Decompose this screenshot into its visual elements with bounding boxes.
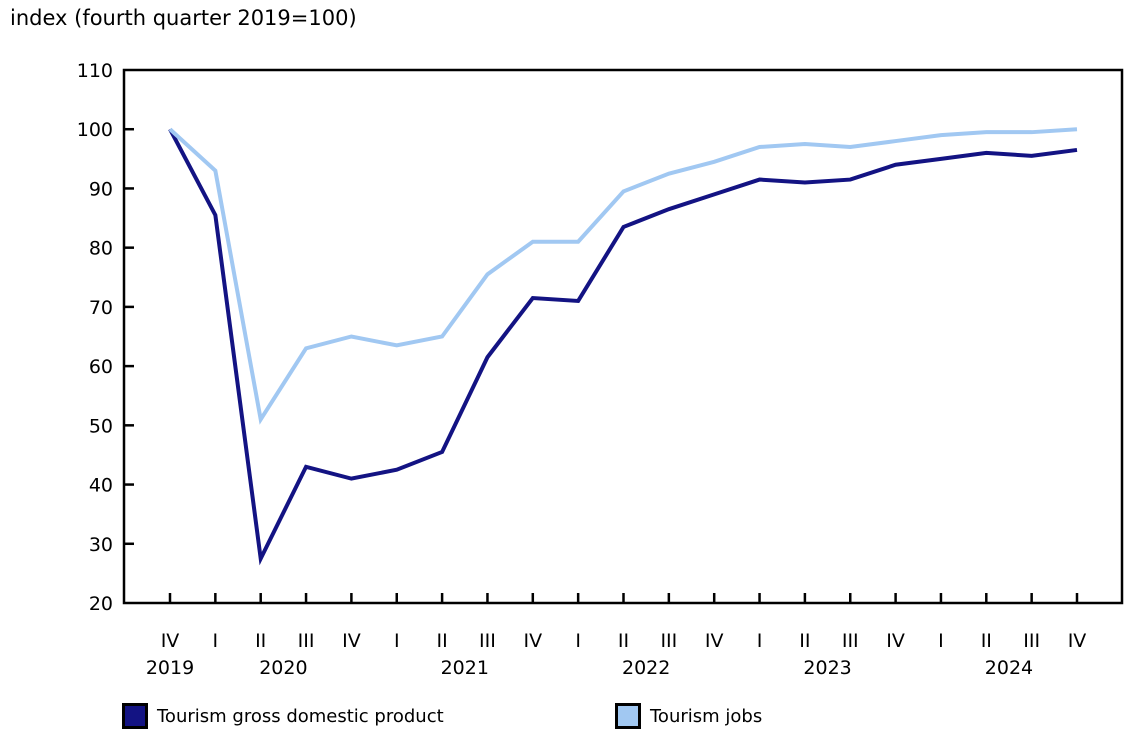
x-quarter-label: III (479, 630, 496, 652)
x-quarter-label: I (394, 630, 400, 652)
chart-legend: Tourism gross domestic product Tourism j… (0, 700, 1135, 734)
x-year-label-2024: 2024 (985, 657, 1033, 679)
y-tick-label: 30 (89, 534, 113, 556)
y-tick-label: 90 (89, 178, 113, 200)
x-quarter-label: I (757, 630, 763, 652)
x-year-label-2020: 2020 (259, 657, 307, 679)
legend-item-tourism-gdp: Tourism gross domestic product (122, 702, 444, 730)
y-tick-label: 60 (89, 356, 113, 378)
x-quarter-label: I (938, 630, 944, 652)
x-quarter-label: IV (523, 630, 542, 652)
y-tick-label: 40 (89, 475, 113, 497)
y-tick-label: 80 (89, 238, 113, 260)
x-quarter-label: I (575, 630, 581, 652)
x-quarter-label: II (255, 630, 266, 652)
legend-item-tourism-jobs: Tourism jobs (615, 702, 762, 730)
series-line-tourism-jobs (168, 127, 1078, 425)
chart-title: index (fourth quarter 2019=100) (10, 6, 357, 30)
x-quarter-label: II (799, 630, 810, 652)
x-quarter-label: III (660, 630, 677, 652)
x-quarter-label: IV (342, 630, 361, 652)
x-year-label-2019: 2019 (146, 657, 194, 679)
x-quarter-label: II (618, 630, 629, 652)
x-quarter-label: II (436, 630, 447, 652)
x-quarter-label: IV (886, 630, 905, 652)
legend-label-tourism-jobs: Tourism jobs (650, 705, 763, 727)
x-quarter-label: IV (1068, 630, 1087, 652)
y-tick-label: 70 (89, 297, 113, 319)
x-quarter-label: III (298, 630, 315, 652)
x-quarter-label: I (213, 630, 219, 652)
legend-label-tourism-gdp: Tourism gross domestic product (157, 705, 444, 727)
x-year-label-2022: 2022 (622, 657, 670, 679)
legend-swatch-tourism-gdp (122, 703, 148, 729)
x-quarter-label: III (1023, 630, 1040, 652)
plot-border (122, 68, 1124, 605)
x-quarter-label: IV (161, 630, 180, 652)
x-year-label-2023: 2023 (803, 657, 851, 679)
x-quarter-label: IV (705, 630, 724, 652)
x-quarter-label: II (981, 630, 992, 652)
y-tick-label: 100 (77, 119, 113, 141)
x-year-label-2021: 2021 (441, 657, 489, 679)
y-tick-label: 20 (89, 593, 113, 615)
y-tick-label: 50 (89, 415, 113, 437)
series-line-tourism-gdp (168, 128, 1078, 566)
legend-swatch-tourism-jobs (615, 703, 641, 729)
x-quarter-label: III (842, 630, 859, 652)
y-tick-label: 110 (77, 60, 113, 82)
